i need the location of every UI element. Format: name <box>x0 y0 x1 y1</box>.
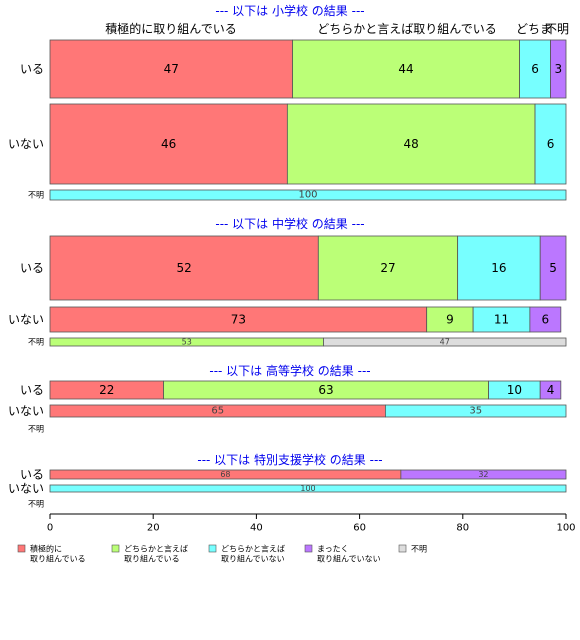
bar-segment-k4 <box>550 39 567 99</box>
x-tick-label: 100 <box>556 523 575 534</box>
bar-segment-k5 <box>323 337 567 347</box>
panel-title: --- 以下は 中学校 の結果 --- <box>215 216 364 231</box>
bar-value-label: 52 <box>177 261 192 275</box>
bar-value-label: 65 <box>211 406 224 417</box>
bar-value-label: 6 <box>547 137 555 151</box>
bar-segment-k3 <box>457 235 541 301</box>
row-label: いる <box>20 261 44 275</box>
bar-value-label: 4 <box>547 383 555 397</box>
bar-segment-k4 <box>400 469 567 480</box>
bar-value-label: 3 <box>554 62 562 76</box>
row-label: いる <box>20 62 44 76</box>
column-header: 積極的に取り組んでいる <box>105 21 236 36</box>
bar-segment-k3 <box>49 484 567 493</box>
bar-segment-k3 <box>534 103 567 185</box>
bar-segment-k2 <box>317 235 459 301</box>
bar-value-label: 68 <box>220 470 230 479</box>
legend-swatch-k5 <box>398 544 407 553</box>
bar-value-label: 48 <box>404 137 419 151</box>
column-header: どちらかと言えば取り組んでいる <box>317 22 496 36</box>
bar-value-label: 63 <box>318 383 333 397</box>
bar-segment-k1 <box>49 103 288 185</box>
legend-label: まったく <box>317 545 349 554</box>
legend-label: どちらかと言えば <box>221 544 285 554</box>
legend-swatch-k1 <box>17 544 26 553</box>
bar-value-label: 44 <box>398 62 413 76</box>
bar-value-label: 100 <box>298 190 317 201</box>
bar-value-label: 5 <box>549 261 557 275</box>
row-label: 不明 <box>28 191 44 200</box>
column-header: どちま <box>516 22 552 36</box>
bar-value-label: 6 <box>531 62 539 76</box>
row-label: いない <box>8 137 44 151</box>
bar-value-label: 100 <box>300 484 315 493</box>
legend-label: 取り組んでいる <box>30 554 86 564</box>
bar-value-label: 27 <box>380 261 395 275</box>
x-tick-label: 60 <box>353 523 366 534</box>
panel-title: --- 以下は 高等学校 の結果 --- <box>209 363 370 378</box>
bar-segment-k1 <box>49 306 428 333</box>
x-tick-label: 40 <box>250 523 263 534</box>
row-label: 不明 <box>28 500 44 509</box>
bar-segment-k3 <box>472 306 531 333</box>
bar-segment-k3 <box>49 189 567 201</box>
bar-value-label: 6 <box>542 313 550 327</box>
legend-label: 不明 <box>411 545 427 554</box>
bar-segment-k2 <box>286 103 536 185</box>
legend-label: 取り組んでいない <box>317 554 381 564</box>
bar-segment-k2 <box>292 39 520 99</box>
x-tick-label: 0 <box>47 523 53 534</box>
bar-value-label: 47 <box>440 338 450 347</box>
row-label: いる <box>20 468 44 482</box>
bar-value-label: 35 <box>469 406 482 417</box>
panel-title: --- 以下は 特別支援学校 の結果 --- <box>197 452 382 467</box>
bar-segment-k4 <box>539 380 562 400</box>
bar-value-label: 32 <box>478 470 488 479</box>
bar-value-label: 9 <box>446 313 454 327</box>
row-label: いない <box>8 313 44 327</box>
bar-value-label: 47 <box>164 62 179 76</box>
x-tick-label: 80 <box>456 523 469 534</box>
bar-segment-k3 <box>384 404 567 418</box>
bar-segment-k4 <box>529 306 562 333</box>
legend-label: どちらかと言えば <box>124 544 188 554</box>
row-label: いない <box>8 482 44 496</box>
legend-swatch-k3 <box>208 544 217 553</box>
bar-value-label: 53 <box>182 338 192 347</box>
bar-value-label: 11 <box>494 313 509 327</box>
legend-label: 取り組んでいる <box>124 554 180 564</box>
bar-value-label: 22 <box>99 383 114 397</box>
column-header: 不明 <box>545 22 569 36</box>
bar-value-label: 16 <box>491 261 506 275</box>
panel-title: --- 以下は 小学校 の結果 --- <box>215 3 364 18</box>
bar-value-label: 46 <box>161 137 176 151</box>
row-label: いない <box>8 404 44 418</box>
legend-label: 取り組んでいない <box>221 554 285 564</box>
row-label: いる <box>20 383 44 397</box>
x-tick-label: 20 <box>147 523 160 534</box>
bar-segment-k4 <box>539 235 567 301</box>
bar-value-label: 73 <box>231 313 246 327</box>
row-label: 不明 <box>28 425 44 434</box>
legend-label: 積極的に <box>30 544 62 554</box>
legend-swatch-k2 <box>111 544 120 553</box>
bar-value-label: 10 <box>507 383 522 397</box>
row-label: 不明 <box>28 338 44 347</box>
bar-segment-k1 <box>49 235 319 301</box>
legend-swatch-k4 <box>304 544 313 553</box>
